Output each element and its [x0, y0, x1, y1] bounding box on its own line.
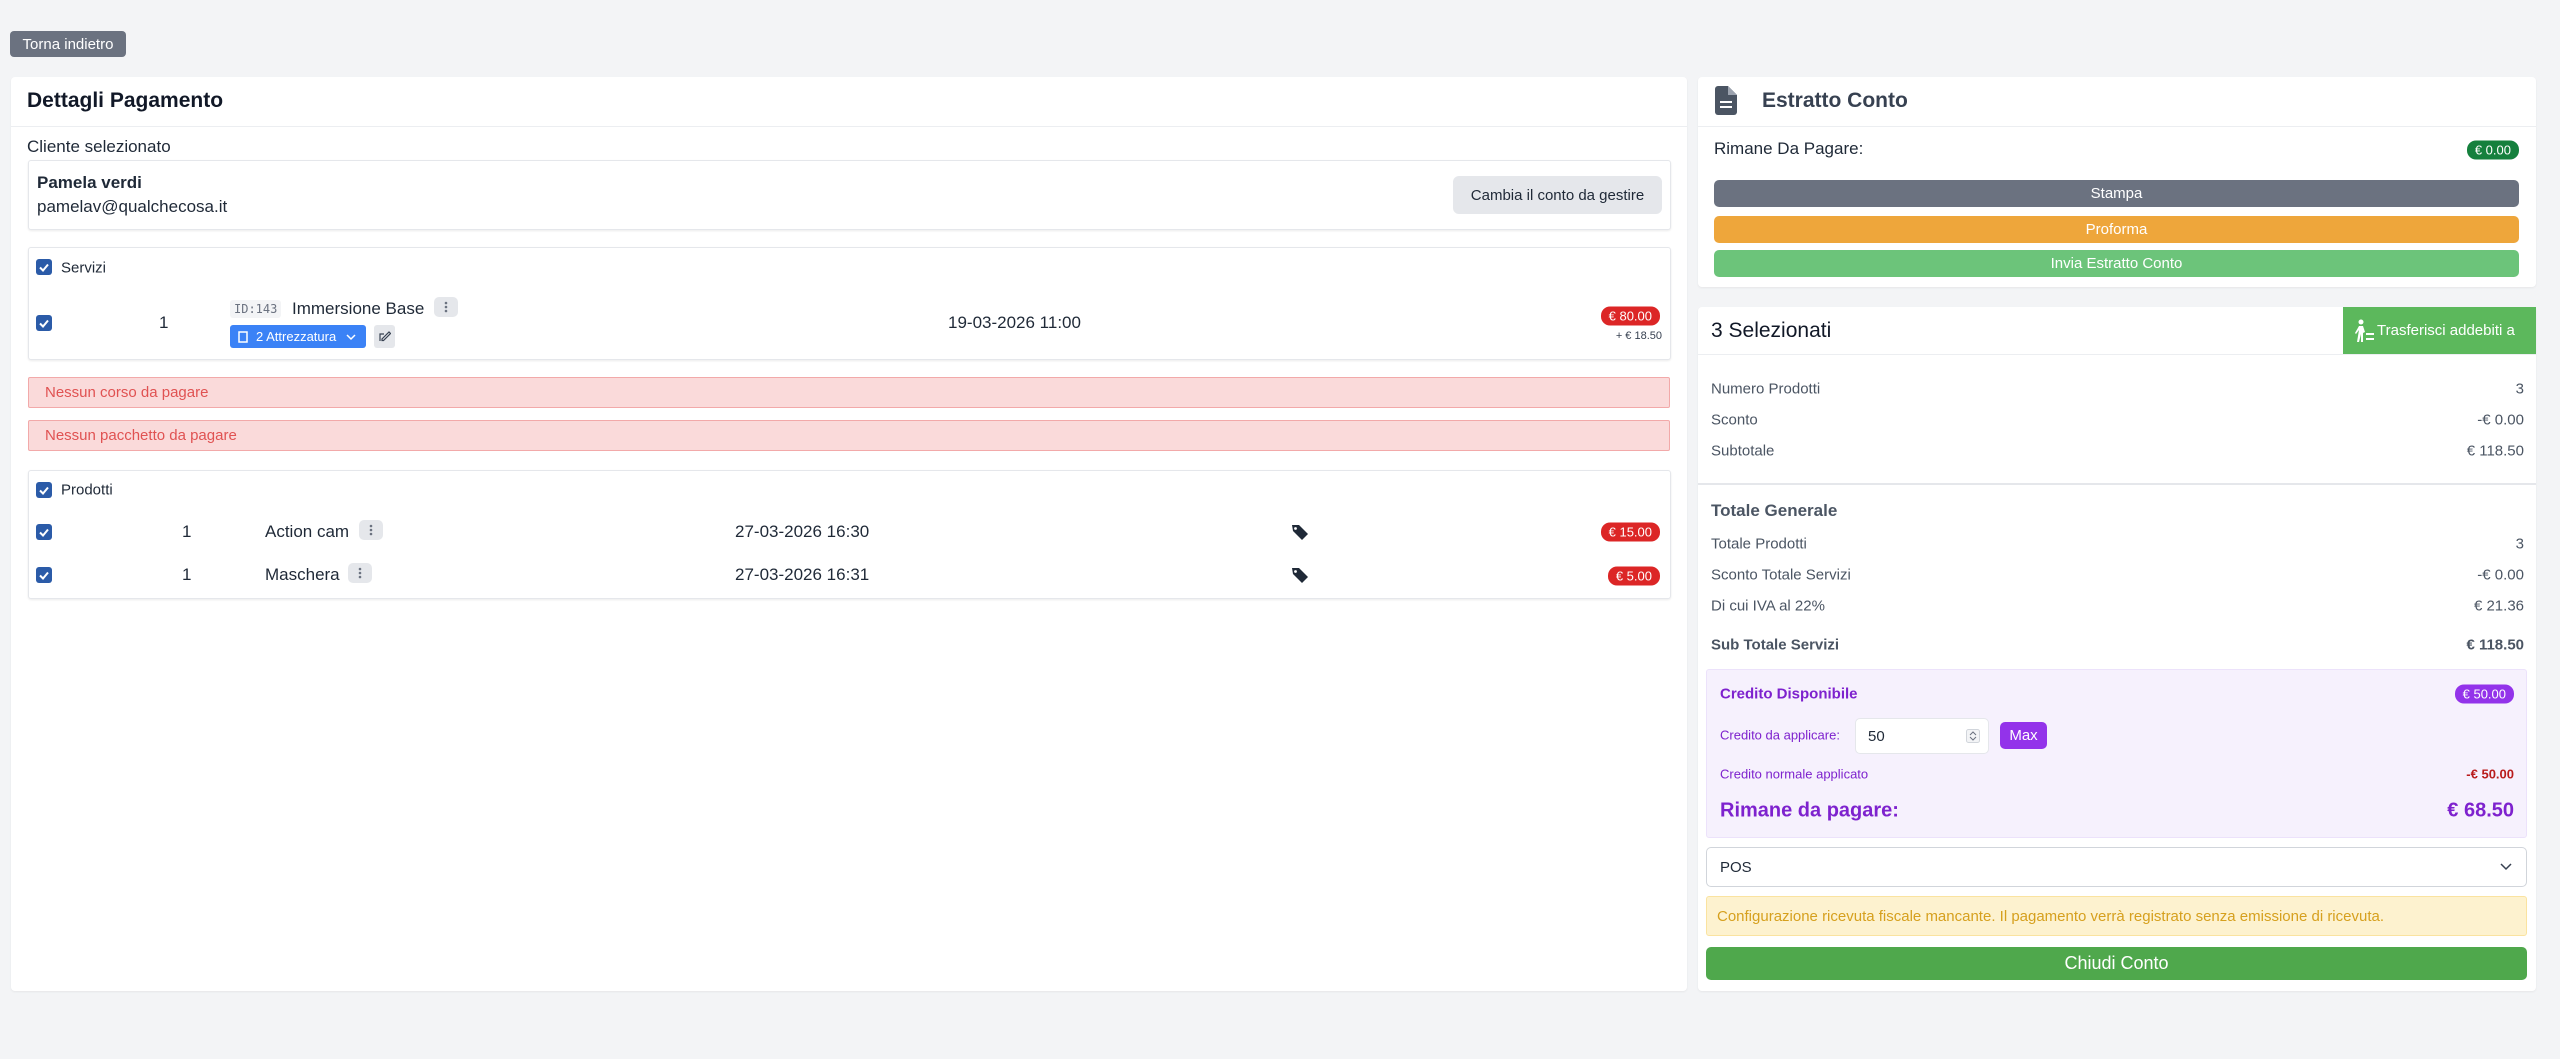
summary-label: Di cui IVA al 22% — [1711, 597, 1825, 615]
equipment-label: 2 Attrezzatura — [256, 329, 337, 344]
credit-input[interactable]: 50 — [1855, 718, 1989, 754]
checkbox[interactable] — [36, 259, 52, 275]
summary-label: Totale Prodotti — [1711, 535, 1807, 553]
services-label: Servizi — [61, 259, 107, 277]
product-name: Action cam — [265, 522, 350, 541]
close-button[interactable]: Chiudi Conto — [1706, 947, 2527, 980]
checkbox[interactable] — [36, 524, 52, 540]
product-name: Maschera — [265, 565, 340, 584]
client-card — [28, 160, 1671, 230]
credit-input-value: 50 — [1868, 727, 1885, 745]
credit-applied-label: Credito normale applicato — [1720, 766, 1869, 782]
product-price: € 15.00 — [1600, 522, 1660, 542]
menu-button[interactable] — [434, 297, 458, 317]
service-extra: + € 18.50 — [1615, 330, 1662, 342]
credit-title: Credito Disponibile — [1720, 685, 1858, 703]
warning: Configurazione ricevuta fiscale mancante… — [1706, 896, 2527, 936]
print-button[interactable]: Stampa — [1714, 180, 2519, 207]
summary-value: 3 — [2515, 535, 2524, 553]
change-account-button[interactable]: Cambia il conto da gestire — [1453, 176, 1662, 214]
client-name: Pamela verdi — [37, 173, 142, 192]
transfer-button[interactable]: Trasferisci addebiti a — [2343, 307, 2536, 354]
menu-button[interactable] — [348, 563, 372, 583]
remaining-label: Rimane Da Pagare: — [1714, 139, 1864, 158]
icon — [2355, 319, 2374, 342]
service-name: Immersione Base — [292, 299, 425, 318]
credit-remaining-value: € 68.50 — [2447, 799, 2514, 822]
client-label: Cliente selezionato — [27, 137, 171, 156]
checkbox[interactable] — [36, 567, 52, 583]
document-icon — [1715, 86, 1737, 115]
alert: Nessun pacchetto da pagare — [28, 420, 1670, 451]
tag-icon[interactable] — [1291, 524, 1309, 540]
tag-icon[interactable] — [1291, 567, 1309, 583]
products-card — [28, 470, 1671, 599]
spinner[interactable] — [1966, 729, 1980, 743]
quantity: 1 — [182, 565, 192, 584]
quantity: 1 — [182, 522, 192, 541]
panel-title: Dettagli Pagamento — [27, 89, 224, 112]
menu-button[interactable] — [359, 520, 383, 540]
payment-method-select[interactable]: POS — [1706, 847, 2527, 887]
credit-apply-label: Credito da applicare: — [1720, 727, 1840, 743]
remaining-value: € 0.00 — [2466, 140, 2519, 160]
client-email: pamelav@qualchecosa.it — [37, 197, 228, 216]
credit-remaining-label: Rimane da pagare: — [1720, 799, 1899, 822]
divider — [1698, 483, 2536, 485]
checkbox[interactable] — [36, 482, 52, 498]
divider — [1698, 354, 2536, 355]
summary-label: Numero Prodotti — [1711, 380, 1821, 398]
service-id: ID:143 — [230, 300, 282, 318]
icon — [238, 330, 248, 343]
edit-button[interactable] — [374, 325, 395, 348]
summary-value: -€ 0.00 — [2477, 566, 2524, 584]
credit-applied-value: -€ 50.00 — [2466, 766, 2514, 782]
alert: Nessun corso da pagare — [28, 377, 1670, 408]
summary-value: € 118.50 — [2466, 442, 2524, 460]
credit-box — [1706, 669, 2527, 838]
summary-value: € 118.50 — [2466, 636, 2524, 654]
credit-available: € 50.00 — [2454, 684, 2514, 704]
summary-label: Sub Totale Servizi — [1711, 636, 1840, 654]
summary-value: 3 — [2515, 380, 2524, 398]
max-button[interactable]: Max — [2000, 722, 2047, 749]
total-title: Totale Generale — [1711, 501, 1838, 520]
summary-title: 3 Selezionati — [1711, 319, 1832, 342]
service-date: 19-03-2026 11:00 — [948, 313, 1081, 332]
checkbox[interactable] — [36, 315, 52, 331]
icon — [346, 333, 356, 340]
products-label: Prodotti — [61, 481, 113, 499]
back-button[interactable]: Torna indietro — [10, 31, 126, 57]
summary-label: Sconto Totale Servizi — [1711, 566, 1851, 584]
transfer-label: Trasferisci addebiti a — [2377, 322, 2515, 339]
quantity: 1 — [159, 313, 169, 332]
product-price: € 5.00 — [1607, 566, 1660, 586]
divider — [11, 126, 1687, 127]
equipment-button[interactable]: 2 Attrezzatura — [230, 325, 366, 348]
proforma-button[interactable]: Proforma — [1714, 216, 2519, 243]
summary-label: Subtotale — [1711, 442, 1775, 460]
chevron — [2500, 863, 2512, 871]
product-date: 27-03-2026 16:31 — [735, 565, 870, 584]
service-price: € 80.00 — [1600, 306, 1660, 326]
statement-title: Estratto Conto — [1762, 89, 1908, 112]
payment-method: POS — [1720, 858, 1752, 876]
summary-value: € 21.36 — [2473, 597, 2524, 615]
summary-label: Sconto — [1711, 411, 1758, 429]
summary-value: -€ 0.00 — [2477, 411, 2524, 429]
send-button[interactable]: Invia Estratto Conto — [1714, 250, 2519, 277]
divider — [1698, 126, 2536, 127]
product-date: 27-03-2026 16:30 — [735, 522, 870, 541]
